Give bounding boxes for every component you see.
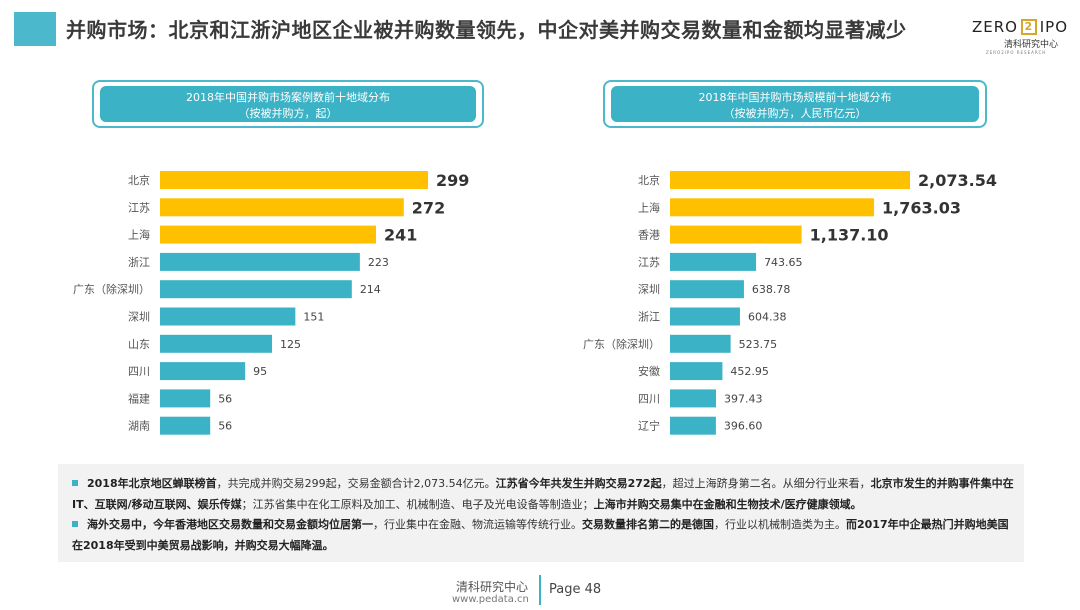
footer-divider bbox=[539, 575, 541, 605]
category-label: 四川 bbox=[128, 365, 150, 378]
bar bbox=[160, 389, 211, 408]
value-label: 396.60 bbox=[724, 420, 763, 433]
bar bbox=[160, 362, 246, 381]
note-text: ，行业集中在金融、物流运输等传统行业。 bbox=[373, 518, 582, 531]
left-chart-subtitle: （按被并购方，起） bbox=[238, 107, 338, 120]
value-label: 241 bbox=[384, 226, 417, 245]
logo-mark: 2 bbox=[1020, 19, 1037, 35]
category-label: 湖南 bbox=[128, 420, 150, 433]
value-label: 95 bbox=[253, 365, 267, 378]
right-chart-title-panel: 2018年中国并购市场规模前十地域分布 （按被并购方，人民币亿元） bbox=[603, 80, 987, 128]
category-label: 香港 bbox=[638, 229, 660, 242]
bar bbox=[160, 198, 404, 217]
note-text-bold: 江苏省今年共发生并购交易272起 bbox=[495, 477, 662, 490]
bar bbox=[670, 198, 875, 217]
bar bbox=[670, 280, 744, 299]
value-label: 638.78 bbox=[752, 283, 791, 296]
category-label: 上海 bbox=[638, 200, 660, 214]
value-label: 223 bbox=[368, 256, 389, 269]
note-text: ；江苏省集中在化工原料及加工、机械制造、电子及光电设备等制造业； bbox=[241, 498, 594, 511]
note-text: ，共完成并购交易299起，交易金额合计2,073.54亿元。 bbox=[216, 477, 496, 490]
charts-canvas: 北京 299 江苏 272 上海 241 浙江 223 广东（除深圳） 214 深圳 151 山东 125… bbox=[73, 171, 997, 435]
value-label: 151 bbox=[303, 311, 324, 324]
bar bbox=[160, 171, 428, 189]
category-label: 浙江 bbox=[638, 311, 660, 324]
bar bbox=[670, 225, 802, 244]
category-label: 安徽 bbox=[638, 364, 660, 378]
bar bbox=[160, 307, 296, 326]
category-label: 北京 bbox=[128, 173, 150, 187]
category-label: 四川 bbox=[638, 392, 660, 405]
bullet-square-icon bbox=[72, 521, 78, 527]
bar bbox=[160, 334, 273, 353]
footer-org: 清科研究中心 bbox=[456, 580, 529, 594]
note-item: 2018年北京地区蝉联榜首，共完成并购交易299起，交易金额合计2,073.54… bbox=[72, 473, 1016, 515]
note-text-bold: 2018年北京地区蝉联榜首 bbox=[87, 477, 217, 490]
notes-box: 2018年北京地区蝉联榜首，共完成并购交易299起，交易金额合计2,073.54… bbox=[58, 464, 1024, 562]
note-text: ，行业以机械制造类为主。 bbox=[714, 518, 846, 531]
page-title: 并购市场：北京和江浙沪地区企业被并购数量领先，中企对美并购交易数量和金额均显著减… bbox=[66, 18, 907, 42]
footer-url[interactable]: www.pedata.cn bbox=[452, 594, 529, 605]
bar bbox=[670, 389, 717, 408]
note-text-bold: 上海市并购交易集中在金融和生物技术/医疗健康领域。 bbox=[593, 498, 862, 511]
value-label: 523.75 bbox=[739, 338, 778, 351]
logo-text-right: IPO bbox=[1039, 18, 1068, 36]
category-label: 上海 bbox=[128, 228, 150, 242]
category-label: 浙江 bbox=[128, 256, 150, 269]
value-label: 452.95 bbox=[730, 365, 769, 378]
value-label: 56 bbox=[218, 392, 232, 405]
value-label: 56 bbox=[218, 420, 232, 433]
page-number: Page 48 bbox=[549, 582, 602, 597]
category-label: 深圳 bbox=[128, 311, 150, 324]
note-text-bold: 交易数量排名第二的是德国 bbox=[582, 518, 714, 531]
value-label: 272 bbox=[412, 198, 445, 217]
value-label: 743.65 bbox=[764, 256, 803, 269]
value-label: 397.43 bbox=[724, 392, 763, 405]
right-chart-title: 2018年中国并购市场规模前十地域分布 bbox=[698, 91, 892, 104]
bar bbox=[160, 225, 377, 244]
value-label: 214 bbox=[360, 283, 381, 296]
logo-text-left: ZERO bbox=[972, 18, 1018, 36]
category-label: 北京 bbox=[638, 173, 660, 187]
note-text-bold: 而2017年中企最热门并购地美国在2018年受到中美贸易战影响，并购交易大幅降温… bbox=[72, 518, 1009, 552]
category-label: 广东（除深圳） bbox=[73, 282, 150, 296]
note-text: ，超过上海跻身第二名。从细分行业来看， bbox=[661, 477, 871, 490]
bar bbox=[670, 307, 740, 326]
logo-subtitle: 清科研究中心 bbox=[1004, 40, 1059, 50]
note-text-bold: 北京市发生的并购事件集中在IT、互联网/移动互联网、娱乐传媒 bbox=[72, 477, 1014, 511]
zero2ipo-logo: ZERO 2 IPO 清科研究中心 ZERO2IPO RESEARCH bbox=[972, 18, 1068, 58]
bar bbox=[670, 171, 910, 189]
bar bbox=[160, 280, 352, 299]
value-label: 1,763.03 bbox=[882, 198, 961, 217]
value-label: 604.38 bbox=[748, 311, 787, 324]
bar bbox=[160, 252, 360, 271]
note-item: 海外交易中，今年香港地区交易数量和交易金额均位居第一，行业集中在金融、物流运输等… bbox=[72, 514, 1016, 556]
value-label: 299 bbox=[436, 171, 469, 190]
bar bbox=[670, 252, 757, 271]
left-chart-title: 2018年中国并购市场案例数前十地域分布 bbox=[186, 91, 390, 104]
logo-tagline: ZERO2IPO RESEARCH bbox=[986, 50, 1047, 55]
bar bbox=[670, 416, 716, 435]
value-label: 1,137.10 bbox=[810, 226, 889, 245]
bullet-square-icon bbox=[72, 480, 78, 486]
value-label: 125 bbox=[280, 338, 301, 351]
left-chart-title-panel: 2018年中国并购市场案例数前十地域分布 （按被并购方，起） bbox=[92, 80, 484, 128]
title-accent-block bbox=[14, 12, 56, 46]
category-label: 山东 bbox=[128, 338, 150, 351]
value-label: 2,073.54 bbox=[918, 171, 997, 190]
bar bbox=[160, 416, 211, 435]
header: 并购市场：北京和江浙沪地区企业被并购数量领先，中企对美并购交易数量和金额均显著减… bbox=[0, 0, 1080, 62]
category-label: 江苏 bbox=[128, 201, 150, 214]
note-text-bold: 海外交易中，今年香港地区交易数量和交易金额均位居第一 bbox=[87, 518, 373, 531]
category-label: 江苏 bbox=[638, 256, 660, 269]
bar bbox=[670, 362, 723, 381]
category-label: 福建 bbox=[128, 391, 150, 405]
category-label: 深圳 bbox=[638, 283, 660, 296]
category-label: 辽宁 bbox=[638, 419, 660, 433]
bar bbox=[670, 334, 731, 353]
right-chart-subtitle: （按被并购方，人民币亿元） bbox=[723, 107, 867, 120]
category-label: 广东（除深圳） bbox=[583, 337, 660, 351]
